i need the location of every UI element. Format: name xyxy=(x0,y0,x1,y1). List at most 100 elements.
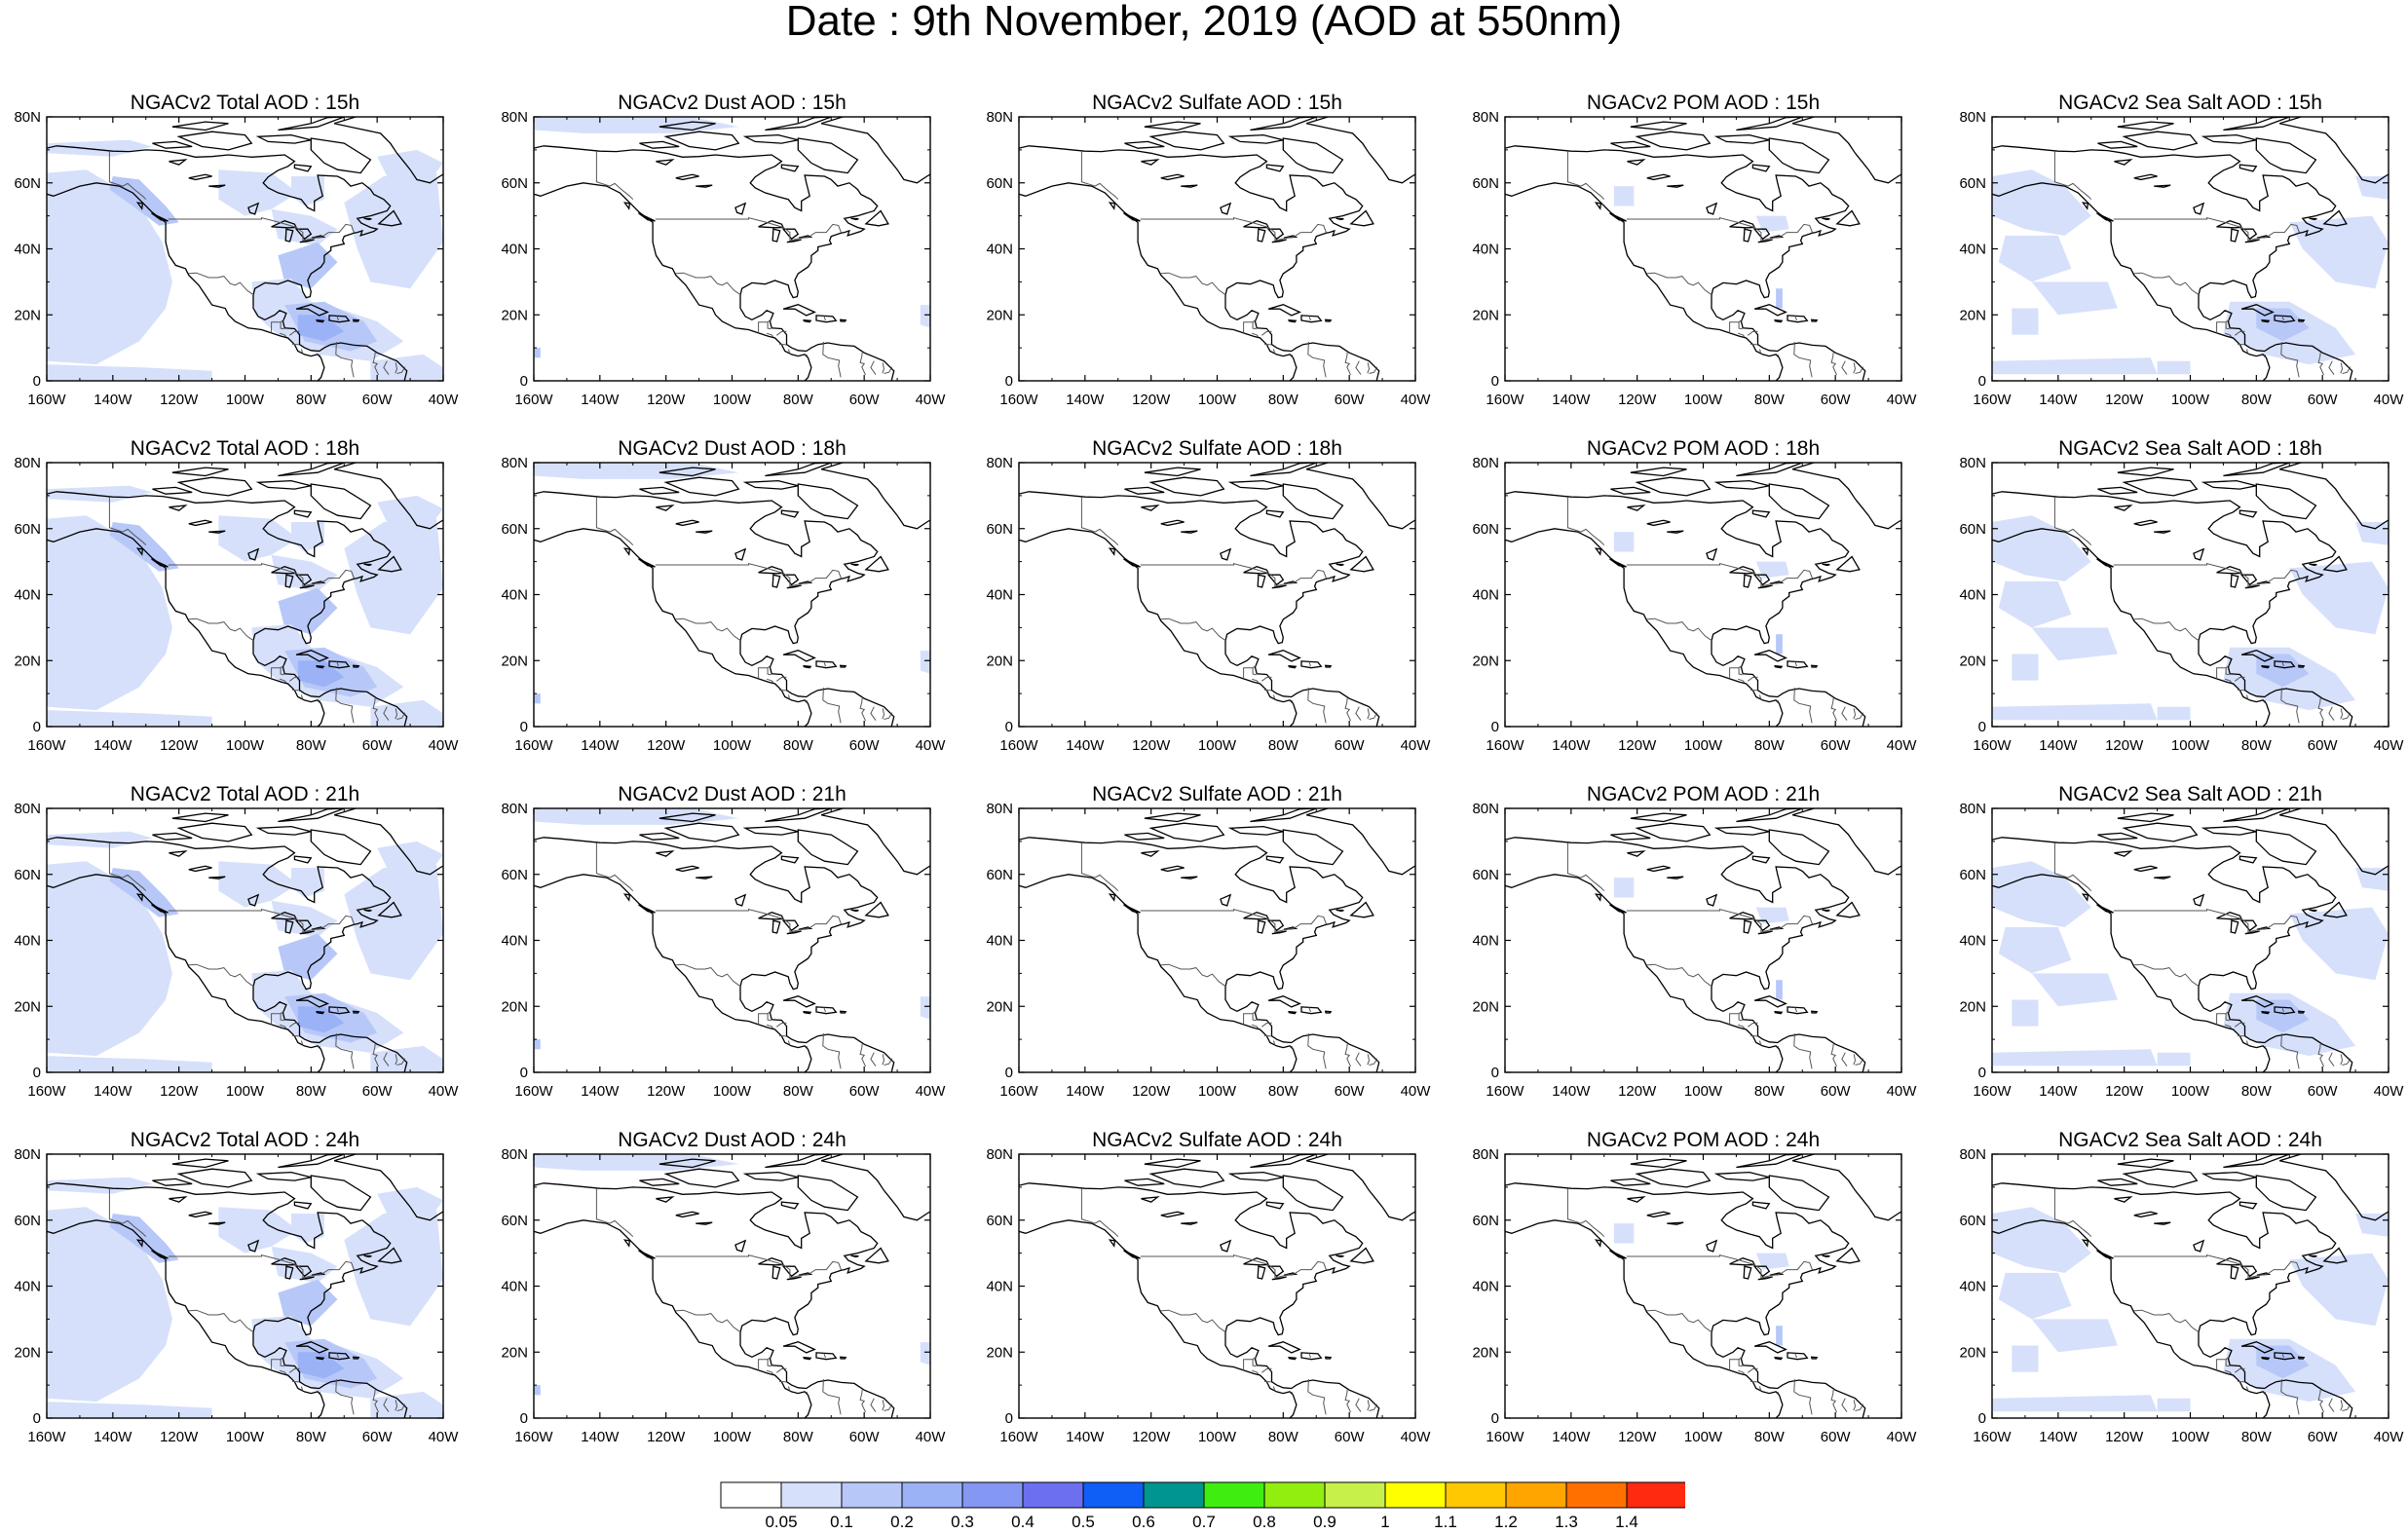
island-coastline xyxy=(1810,1356,1819,1360)
lat-tick-label: 40N xyxy=(14,587,41,604)
panel-title: NGACv2 Total AOD : 21h xyxy=(131,783,359,805)
island-coastline xyxy=(1324,1010,1333,1014)
us-canada-border xyxy=(1626,217,1813,242)
lat-tick-label: 80N xyxy=(986,109,1013,126)
country-border xyxy=(291,689,299,692)
alaska-border xyxy=(1566,842,1605,892)
lat-tick-label: 20N xyxy=(1959,998,1986,1015)
lat-tick-label: 20N xyxy=(1959,1344,1986,1361)
country-border xyxy=(372,697,379,722)
lake-outline xyxy=(1627,505,1646,511)
lon-tick-label: 100W xyxy=(713,737,752,754)
lake-outline xyxy=(1729,912,1756,920)
island-coastline xyxy=(2297,1010,2306,1014)
colorbar-label: 1.1 xyxy=(1434,1513,1457,1529)
island-coastline xyxy=(663,476,740,497)
lat-tick-label: 80N xyxy=(1472,109,1499,126)
island-coastline xyxy=(1282,829,1344,866)
island-coastline xyxy=(1635,822,1712,842)
aod-patch xyxy=(2289,907,2389,981)
panel-title: NGACv2 Sea Salt AOD : 15h xyxy=(2058,92,2322,114)
aod-patch xyxy=(2157,706,2191,721)
lat-tick-label: 0 xyxy=(33,1065,41,1081)
alaska-border xyxy=(108,1188,147,1238)
lon-tick-label: 80W xyxy=(2241,1083,2273,1100)
lake-outline xyxy=(1181,876,1198,879)
lat-tick-label: 40N xyxy=(986,1279,1013,1295)
lake-outline xyxy=(299,930,315,935)
country-border xyxy=(2225,667,2230,676)
lat-tick-label: 60N xyxy=(501,175,528,192)
colorbar-bin xyxy=(1082,1481,1145,1509)
lat-tick-label: 0 xyxy=(1491,1410,1499,1427)
panel-title: NGACv2 Dust AOD : 21h xyxy=(618,783,847,805)
colorbar-label: 0.7 xyxy=(1192,1513,1216,1529)
country-border xyxy=(2225,321,2230,330)
country-border xyxy=(1308,661,1311,667)
lake-outline xyxy=(2239,228,2258,241)
country-border xyxy=(2216,1010,2230,1025)
island-coastline xyxy=(850,909,859,913)
lon-tick-label: 80W xyxy=(1268,1429,1299,1445)
lake-outline xyxy=(2230,574,2239,588)
us-canada-border xyxy=(1626,909,1813,933)
lat-tick-label: 0 xyxy=(1491,719,1499,735)
island-coastline xyxy=(797,137,859,174)
country-border xyxy=(823,1353,826,1359)
island-coastline xyxy=(2274,660,2296,669)
panel-title: NGACv2 Dust AOD : 24h xyxy=(618,1129,847,1151)
alaska-border xyxy=(1566,497,1605,546)
alaska-border xyxy=(2053,151,2092,201)
island-coastline xyxy=(310,1175,372,1212)
island-coastline xyxy=(2122,822,2199,842)
lon-tick-label: 140W xyxy=(94,1083,132,1100)
island-coastline xyxy=(803,1356,812,1361)
aod-patch xyxy=(297,1352,345,1379)
lake-outline xyxy=(1266,1265,1285,1278)
island-coastline xyxy=(1108,893,1116,902)
island-coastline xyxy=(1768,829,1830,866)
lake-outline xyxy=(781,228,800,241)
island-coastline xyxy=(1810,318,1819,322)
colorbar-label: 0.5 xyxy=(1072,1513,1095,1529)
aod-patch xyxy=(47,139,153,157)
island-coastline xyxy=(1336,909,1344,913)
country-border xyxy=(2224,332,2233,338)
lon-tick-label: 160W xyxy=(514,1083,553,1100)
island-coastline xyxy=(151,1250,169,1259)
island-coastline xyxy=(328,660,351,669)
greenland-coastline xyxy=(820,463,930,530)
island-coastline xyxy=(2255,1175,2317,1212)
lon-tick-label: 160W xyxy=(999,1083,1038,1100)
us-canada-border xyxy=(1626,563,1813,587)
lat-tick-label: 60N xyxy=(1959,521,1986,538)
greenland-coastline xyxy=(820,117,930,184)
country-border xyxy=(2246,349,2248,354)
country-border xyxy=(1243,664,1257,679)
island-coastline xyxy=(622,1239,631,1248)
greenland-coastline xyxy=(1305,117,1415,184)
island-coastline xyxy=(328,1352,351,1361)
aod-patch xyxy=(47,1016,106,1046)
island-coastline xyxy=(1835,555,1861,573)
island-coastline xyxy=(1630,1158,1687,1169)
lake-outline xyxy=(1627,159,1646,166)
panel-title: NGACv2 POM AOD : 15h xyxy=(1587,92,1820,114)
panel-title: NGACv2 Total AOD : 15h xyxy=(131,92,359,114)
lon-tick-label: 160W xyxy=(1973,737,2012,754)
lat-tick-label: 0 xyxy=(33,1410,41,1427)
island-coastline xyxy=(1282,483,1344,520)
colorbar-bin xyxy=(1263,1481,1326,1509)
country-border xyxy=(1748,1367,1758,1373)
island-coastline xyxy=(797,829,859,866)
country-border xyxy=(1367,1400,1371,1411)
country-border xyxy=(806,1392,809,1394)
island-coastline xyxy=(1594,547,1602,556)
lat-tick-label: 0 xyxy=(1978,1065,1986,1081)
island-coastline xyxy=(1630,467,1687,477)
colorbar-label: 0.3 xyxy=(951,1513,974,1529)
island-coastline xyxy=(1282,1175,1344,1212)
panel-title: NGACv2 Total AOD : 18h xyxy=(131,437,359,460)
country-border xyxy=(788,694,790,699)
aod-patch xyxy=(278,933,338,981)
